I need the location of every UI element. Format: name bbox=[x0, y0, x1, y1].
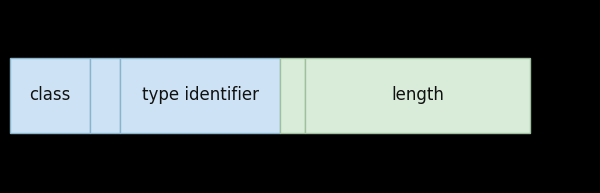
Text: type identifier: type identifier bbox=[142, 86, 259, 104]
Bar bbox=[90, 58, 120, 133]
Bar bbox=[10, 58, 90, 133]
Text: class: class bbox=[29, 86, 71, 104]
Bar bbox=[280, 58, 305, 133]
Text: length: length bbox=[391, 86, 444, 104]
Bar bbox=[305, 58, 530, 133]
Bar bbox=[120, 58, 280, 133]
